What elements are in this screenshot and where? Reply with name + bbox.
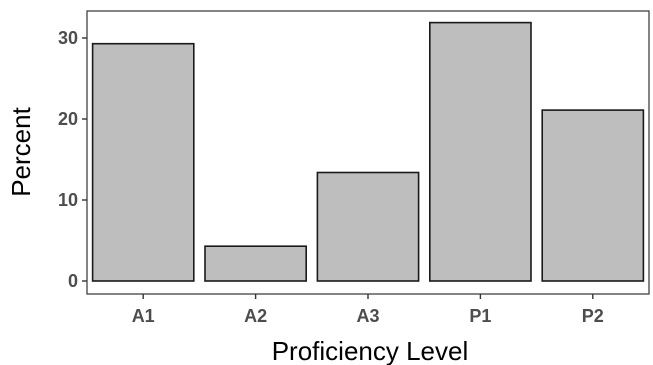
y-tick-label: 20 [58, 109, 78, 129]
y-tick-label: 30 [58, 28, 78, 48]
x-axis: A1 A2 A3 P1 P2 [132, 294, 604, 326]
y-tick-label: 10 [58, 190, 78, 210]
x-tick-label: A1 [132, 306, 155, 326]
x-axis-title: Proficiency Level [272, 336, 469, 365]
y-axis-title: Percent [6, 106, 36, 196]
bars-group [91, 21, 645, 282]
bar-a3 [316, 171, 420, 282]
bar-p2 [541, 109, 645, 282]
x-tick-label: A2 [244, 306, 267, 326]
x-tick-label: P1 [469, 306, 491, 326]
bar-a1 [91, 42, 195, 282]
bar-a2 [204, 245, 307, 282]
y-axis: 0 10 20 30 [58, 28, 87, 291]
bar-p1 [428, 21, 532, 282]
x-tick-label: P2 [582, 306, 604, 326]
x-tick-label: A3 [356, 306, 379, 326]
y-tick-label: 0 [68, 271, 78, 291]
